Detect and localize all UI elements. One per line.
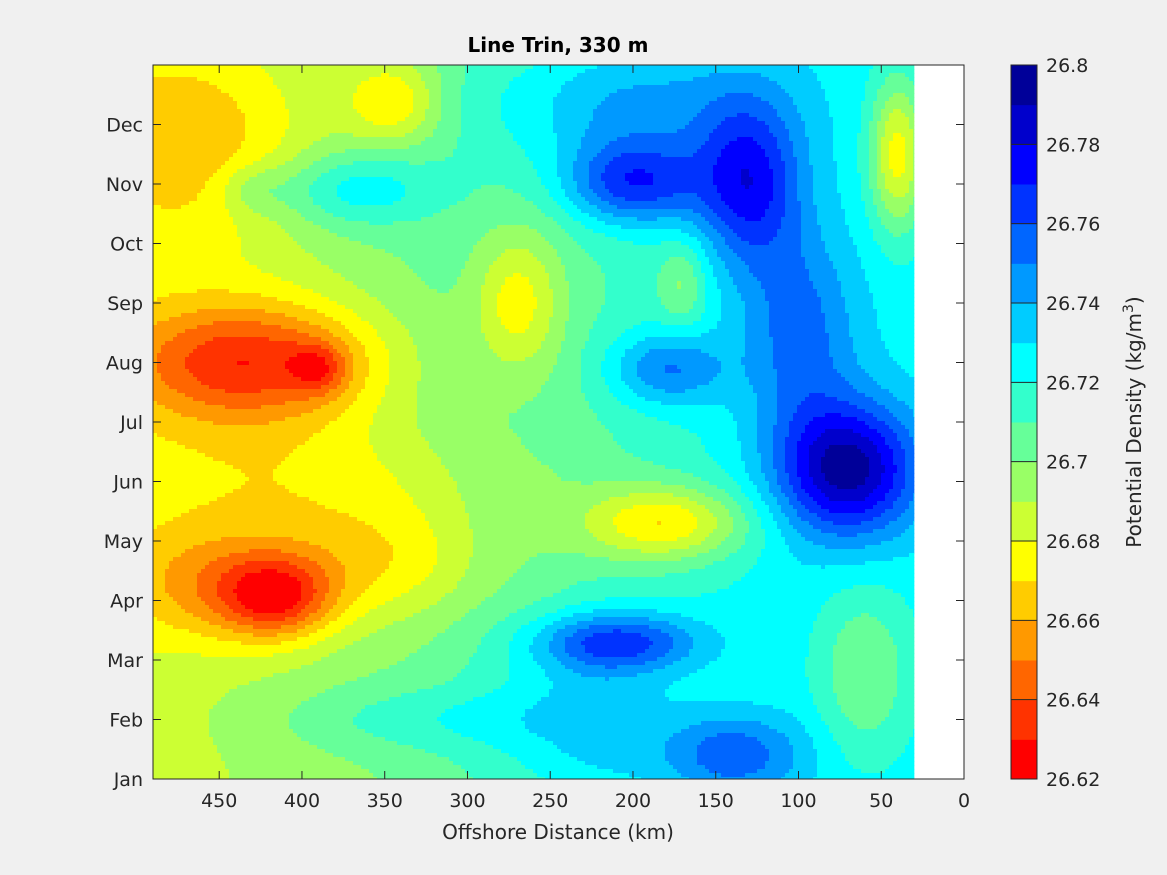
colorbar-swatch: [1011, 263, 1037, 304]
colorbar-swatch: [1011, 739, 1037, 780]
colorbar-swatch: [1011, 342, 1037, 383]
colorbar-tick-label: 26.7: [1046, 452, 1088, 474]
colorbar-swatch: [1011, 580, 1037, 621]
colorbar-tick-label: 26.74: [1046, 293, 1100, 315]
colorbar-swatch: [1011, 501, 1037, 542]
colorbar-swatch: [1011, 422, 1037, 463]
y-tick-label: May: [104, 531, 143, 553]
colorbar-swatch: [1011, 620, 1037, 661]
y-tick-labels: Jan Feb Mar Apr May Jun Jul Aug Sep Oct Nov Dec: [104, 115, 143, 792]
colorbar-swatch: [1011, 699, 1037, 740]
colorbar-frame: [1010, 64, 1038, 780]
colorbar-swatch: [1011, 461, 1037, 502]
colorbar-tick-label: 26.78: [1046, 134, 1100, 156]
x-tick-label: 0: [958, 790, 970, 812]
colorbar-tick-label: 26.66: [1046, 610, 1100, 632]
colorbar-swatch: [1011, 382, 1037, 423]
y-tick-label: Mar: [107, 650, 143, 672]
chart-title: Line Trin, 330 m: [468, 33, 649, 57]
x-tick-label: 100: [780, 790, 816, 812]
y-tick-label: Dec: [106, 115, 143, 137]
axis-ticks: [153, 65, 965, 780]
x-tick-label: 400: [284, 790, 320, 812]
x-tick-label: 450: [201, 790, 237, 812]
y-tick-label: Feb: [109, 710, 143, 732]
colorbar-tick-label: 26.72: [1046, 372, 1100, 394]
colorbar-tick-label: 26.68: [1046, 531, 1100, 553]
y-tick-label: Sep: [107, 293, 143, 315]
x-tick-label: 50: [869, 790, 893, 812]
y-tick-label: Nov: [106, 174, 143, 196]
colorbar-label: Potential Density (kg/m3): [1121, 296, 1146, 547]
colorbar-swatch: [1011, 144, 1037, 185]
y-tick-label: Oct: [110, 234, 143, 256]
y-tick-label: Jul: [119, 412, 143, 434]
x-tick-label: 200: [615, 790, 651, 812]
x-tick-labels: 450 400 350 300 250 200 150 100 50 0: [201, 790, 970, 812]
colorbar: [1011, 64, 1037, 780]
x-axis-label: Offshore Distance (km): [442, 820, 674, 844]
y-tick-label: Apr: [110, 591, 143, 613]
x-tick-label: 150: [698, 790, 734, 812]
colorbar-tick-label: 26.8: [1046, 55, 1088, 77]
colorbar-swatch: [1011, 184, 1037, 225]
colorbar-swatch: [1011, 223, 1037, 264]
colorbar-tick-label: 26.62: [1046, 769, 1100, 791]
x-tick-label: 350: [367, 790, 403, 812]
colorbar-tick-labels: 26.62 26.64 26.66 26.68 26.7 26.72 26.74 26.76 2…: [1046, 55, 1100, 791]
y-tick-label: Jan: [113, 769, 143, 791]
colorbar-swatch: [1011, 303, 1037, 344]
y-tick-label: Aug: [106, 353, 143, 375]
colorbar-tick-label: 26.64: [1046, 690, 1100, 712]
colorbar-swatch: [1011, 660, 1037, 701]
colorbar-tick-label: 26.76: [1046, 214, 1100, 236]
contour-fill: [153, 65, 915, 779]
colorbar-swatch: [1011, 541, 1037, 582]
x-tick-label: 250: [532, 790, 568, 812]
colorbar-swatch: [1011, 65, 1037, 106]
y-tick-label: Jun: [112, 472, 143, 494]
colorbar-swatch: [1011, 104, 1037, 145]
x-tick-label: 300: [449, 790, 485, 812]
